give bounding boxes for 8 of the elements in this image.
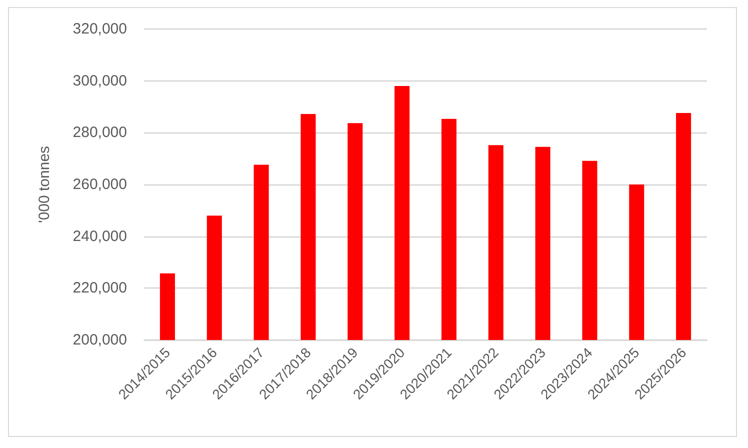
- y-tick-label: 300,000: [72, 72, 127, 90]
- y-tick-label: 280,000: [72, 124, 127, 142]
- y-tick-label: 220,000: [72, 280, 127, 297]
- y-tick-label: 320,000: [72, 20, 127, 38]
- y-axis-title: '000 tonnes: [36, 146, 53, 224]
- y-tick-label: 200,000: [72, 332, 127, 348]
- y-tick-label: 240,000: [72, 228, 127, 245]
- y-tick-label: 260,000: [72, 176, 127, 193]
